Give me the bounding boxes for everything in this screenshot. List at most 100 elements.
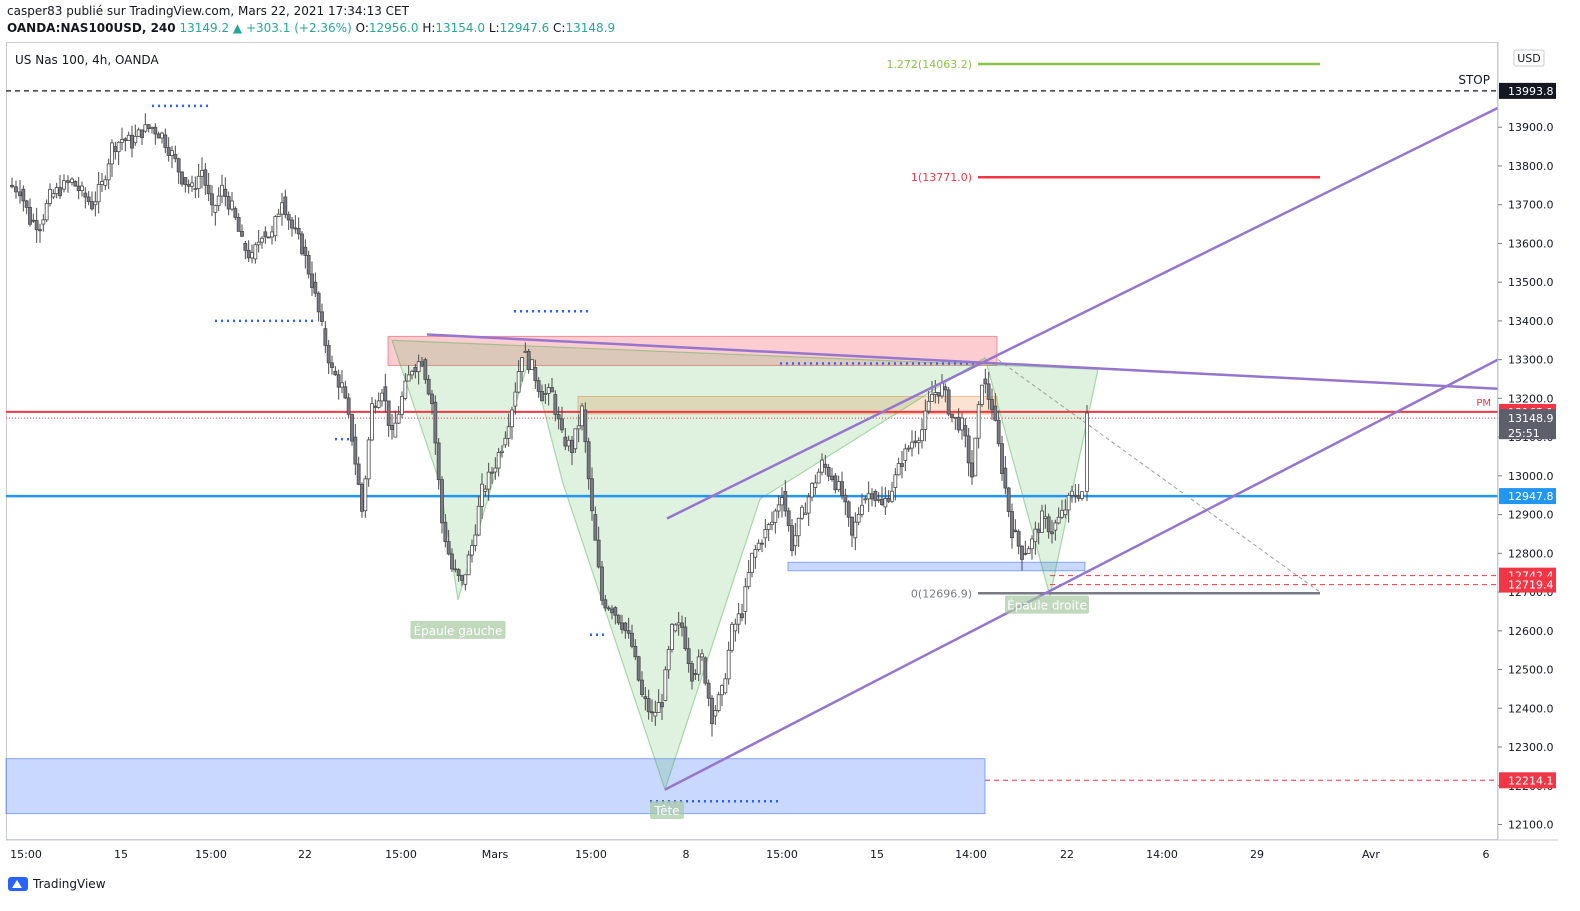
- pm-label: PM: [1476, 398, 1491, 409]
- x-tick-label: 14:00: [955, 848, 987, 861]
- pattern-label: Épaule droite: [1007, 598, 1087, 613]
- candle-body: [833, 475, 838, 491]
- candle-body: [166, 147, 171, 156]
- fib-level-label: 1.272(14063.2): [886, 58, 972, 71]
- candle-body: [463, 574, 468, 585]
- zone-box: [5, 758, 986, 815]
- candle-body: [350, 413, 354, 442]
- candle-body: [133, 135, 138, 144]
- candle-body: [73, 181, 78, 187]
- candle-body: [1070, 490, 1074, 496]
- fib-level-label: 1(13771.0): [911, 171, 972, 184]
- candle-body: [813, 482, 818, 488]
- candle-body: [866, 493, 871, 500]
- candle-body: [433, 401, 438, 444]
- price-badge-label: 12719.4: [1508, 579, 1554, 592]
- tradingview-logo[interactable]: TradingView: [8, 877, 106, 891]
- price-badge-label: 13993.8: [1508, 85, 1554, 98]
- candle-body: [900, 463, 904, 467]
- candle-body: [533, 366, 538, 382]
- candle-body: [21, 188, 26, 202]
- candle-body: [44, 202, 49, 221]
- candle-body: [530, 359, 534, 371]
- candle-body: [680, 622, 684, 628]
- candle-body: [883, 498, 888, 508]
- open-value: 12956.0: [368, 21, 419, 35]
- candle-body: [156, 133, 161, 139]
- candle-body: [820, 459, 824, 473]
- x-tick-label: 29: [1250, 848, 1264, 861]
- tradingview-logo-icon: [8, 877, 28, 891]
- close-label: C:: [553, 21, 566, 35]
- candle-body: [760, 542, 764, 545]
- trendline[interactable]: [426, 333, 1499, 390]
- price-chart-svg[interactable]: 1.272(14063.2) 1(13771.0) 0(12696.9) STOP PM…: [0, 0, 1580, 870]
- y-tick-label: 13200.0: [1508, 392, 1554, 405]
- candle-body: [693, 673, 698, 675]
- trendline[interactable]: [664, 358, 1499, 791]
- candle-body: [440, 479, 444, 524]
- candle-body: [526, 350, 531, 371]
- candle-body: [790, 525, 794, 552]
- candle-body: [740, 613, 744, 619]
- candle-body: [250, 252, 254, 259]
- candle-body: [190, 182, 194, 187]
- candle-body: [730, 623, 734, 651]
- open-label: O:: [355, 21, 369, 35]
- candle-body: [370, 403, 374, 441]
- candle-body: [223, 188, 228, 197]
- candle-body: [503, 437, 508, 446]
- candle-body: [993, 405, 998, 421]
- y-tick-label: 13400.0: [1508, 315, 1554, 328]
- candle-body: [623, 622, 628, 632]
- candle-body: [113, 146, 118, 153]
- candle-body: [990, 399, 994, 411]
- candle-body: [933, 392, 938, 395]
- candle-body: [756, 542, 761, 550]
- candle-body: [540, 390, 544, 402]
- candle-body: [763, 529, 768, 539]
- candle-body: [920, 429, 924, 442]
- candle-body: [38, 229, 42, 232]
- candle-body: [1040, 510, 1044, 533]
- candle-body: [246, 249, 251, 259]
- candle-body: [93, 201, 98, 206]
- candle-body: [520, 357, 524, 372]
- candle-body: [143, 124, 148, 132]
- y-tick-label: 13900.0: [1508, 121, 1554, 134]
- candle-body: [556, 414, 561, 420]
- price-badge: [1499, 82, 1556, 99]
- candle-body: [713, 710, 718, 717]
- candle-body: [136, 129, 141, 137]
- candle-body: [560, 418, 564, 431]
- candle-body: [656, 702, 661, 713]
- currency-box[interactable]: [1513, 49, 1545, 67]
- candle-body: [776, 504, 781, 512]
- candle-body: [630, 632, 634, 647]
- candle-body: [523, 350, 528, 353]
- candle-body: [596, 539, 601, 568]
- candle-body: [51, 193, 56, 198]
- candle-body: [1053, 522, 1058, 531]
- candle-body: [633, 645, 638, 658]
- candle-body: [1020, 545, 1024, 560]
- candle-body: [726, 649, 731, 680]
- candle-body: [380, 392, 384, 402]
- candle-body: [236, 217, 241, 232]
- candle-body: [666, 649, 671, 671]
- candle-body: [460, 575, 464, 581]
- symbol-label[interactable]: OANDA:NAS100USD, 240: [7, 21, 176, 35]
- candle-body: [930, 393, 934, 402]
- candle-body: [786, 510, 791, 527]
- candle-body: [593, 514, 598, 541]
- candle-body: [850, 516, 854, 536]
- countdown-label: 25:51: [1508, 427, 1540, 440]
- candle-body: [796, 517, 801, 537]
- candle-body: [406, 374, 411, 382]
- trendline[interactable]: [666, 106, 1499, 520]
- candle-body: [770, 521, 774, 525]
- candle-body: [480, 483, 484, 507]
- candle-body: [326, 345, 331, 364]
- candle-body: [176, 158, 181, 173]
- zone-box: [577, 395, 998, 415]
